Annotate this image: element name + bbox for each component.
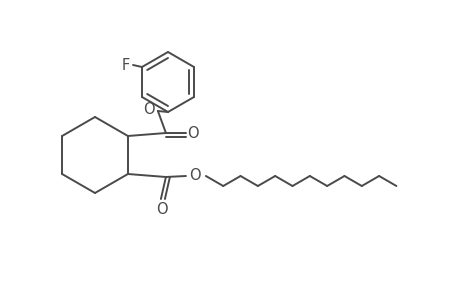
Text: O: O [143,103,154,118]
Text: F: F [122,58,130,73]
Text: O: O [189,169,200,184]
Text: O: O [187,125,198,140]
Text: O: O [156,202,168,217]
